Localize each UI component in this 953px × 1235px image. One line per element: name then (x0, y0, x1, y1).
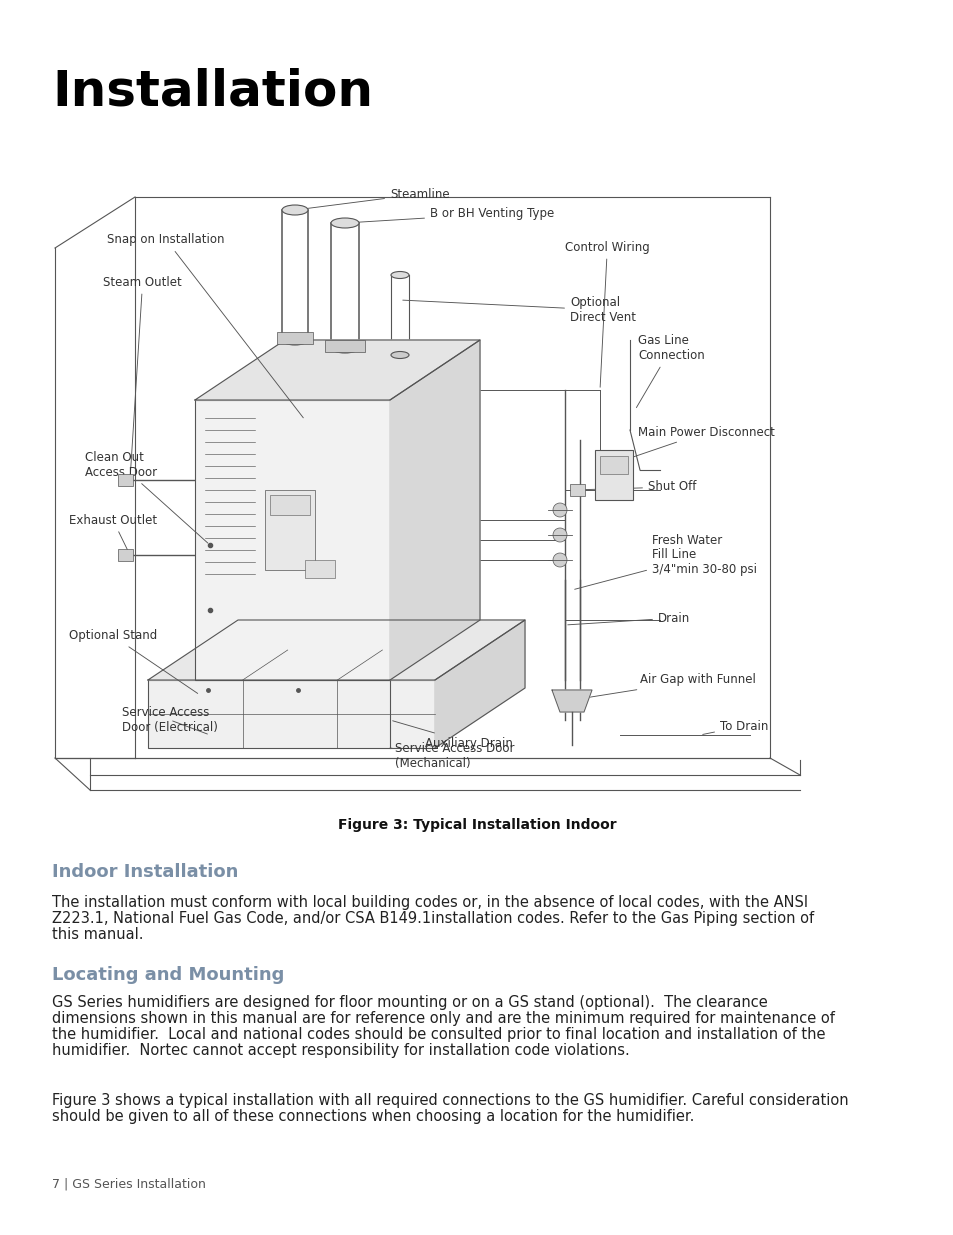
Text: Auxiliary Drain: Auxiliary Drain (393, 721, 513, 750)
FancyBboxPatch shape (118, 474, 132, 487)
FancyBboxPatch shape (276, 332, 313, 345)
Text: Clean Out
Access Door: Clean Out Access Door (85, 451, 208, 543)
Text: Service Access
Door (Electrical): Service Access Door (Electrical) (122, 706, 218, 734)
Polygon shape (435, 620, 524, 748)
Circle shape (553, 503, 566, 517)
Text: Service Access Door
(Mechanical): Service Access Door (Mechanical) (390, 742, 514, 769)
Text: Shut Off: Shut Off (574, 480, 696, 494)
Text: should be given to all of these connections when choosing a location for the hum: should be given to all of these connecti… (52, 1109, 694, 1124)
Text: Main Power Disconnect: Main Power Disconnect (597, 426, 774, 469)
Text: this manual.: this manual. (52, 927, 143, 942)
Polygon shape (148, 620, 524, 680)
FancyBboxPatch shape (305, 559, 335, 578)
Text: Air Gap with Funnel: Air Gap with Funnel (574, 673, 755, 699)
Ellipse shape (331, 219, 358, 228)
FancyBboxPatch shape (595, 450, 633, 500)
Text: 7 | GS Series Installation: 7 | GS Series Installation (52, 1178, 206, 1191)
Text: Exhaust Outlet: Exhaust Outlet (69, 514, 157, 552)
Text: Gas Line
Connection: Gas Line Connection (636, 333, 704, 408)
FancyBboxPatch shape (194, 400, 390, 680)
Ellipse shape (282, 335, 308, 345)
Polygon shape (390, 340, 479, 680)
FancyBboxPatch shape (569, 484, 584, 496)
Text: Optional Stand: Optional Stand (69, 630, 197, 693)
Text: Drain: Drain (567, 611, 690, 625)
Text: Indoor Installation: Indoor Installation (52, 863, 238, 881)
Text: The installation must conform with local building codes or, in the absence of lo: The installation must conform with local… (52, 895, 807, 910)
Ellipse shape (391, 272, 409, 279)
Text: Steam Outlet: Steam Outlet (103, 275, 182, 477)
FancyBboxPatch shape (325, 340, 365, 352)
Ellipse shape (391, 352, 409, 358)
Ellipse shape (331, 343, 358, 353)
Ellipse shape (282, 205, 308, 215)
Text: Optional
Direct Vent: Optional Direct Vent (402, 296, 636, 324)
Text: humidifier.  Nortec cannot accept responsibility for installation code violation: humidifier. Nortec cannot accept respons… (52, 1044, 629, 1058)
Text: dimensions shown in this manual are for reference only and are the minimum requi: dimensions shown in this manual are for … (52, 1011, 834, 1026)
Text: GS Series humidifiers are designed for floor mounting or on a GS stand (optional: GS Series humidifiers are designed for f… (52, 995, 767, 1010)
Text: Z223.1, National Fuel Gas Code, and/or CSA B149.1installation codes. Refer to th: Z223.1, National Fuel Gas Code, and/or C… (52, 911, 813, 926)
Text: To Drain: To Drain (702, 720, 767, 735)
Text: Figure 3 shows a typical installation with all required connections to the GS hu: Figure 3 shows a typical installation wi… (52, 1093, 848, 1108)
Circle shape (553, 529, 566, 542)
Text: the humidifier.  Local and national codes should be consulted prior to final loc: the humidifier. Local and national codes… (52, 1028, 824, 1042)
Text: Snap on Installation: Snap on Installation (108, 233, 303, 417)
Circle shape (553, 553, 566, 567)
Text: B or BH Venting Type: B or BH Venting Type (348, 207, 554, 222)
Text: Fresh Water
Fill Line
3/4"min 30-80 psi: Fresh Water Fill Line 3/4"min 30-80 psi (574, 534, 757, 589)
FancyBboxPatch shape (118, 550, 132, 561)
FancyBboxPatch shape (270, 495, 310, 515)
Text: Control Wiring: Control Wiring (564, 241, 649, 388)
FancyBboxPatch shape (148, 680, 435, 748)
FancyBboxPatch shape (265, 490, 314, 571)
FancyBboxPatch shape (599, 456, 627, 474)
Text: Locating and Mounting: Locating and Mounting (52, 966, 284, 984)
Text: Figure 3: Typical Installation Indoor: Figure 3: Typical Installation Indoor (337, 818, 616, 832)
Polygon shape (552, 690, 592, 713)
Polygon shape (194, 340, 479, 400)
Text: Installation: Installation (52, 68, 373, 116)
Text: Steamline: Steamline (297, 188, 449, 210)
